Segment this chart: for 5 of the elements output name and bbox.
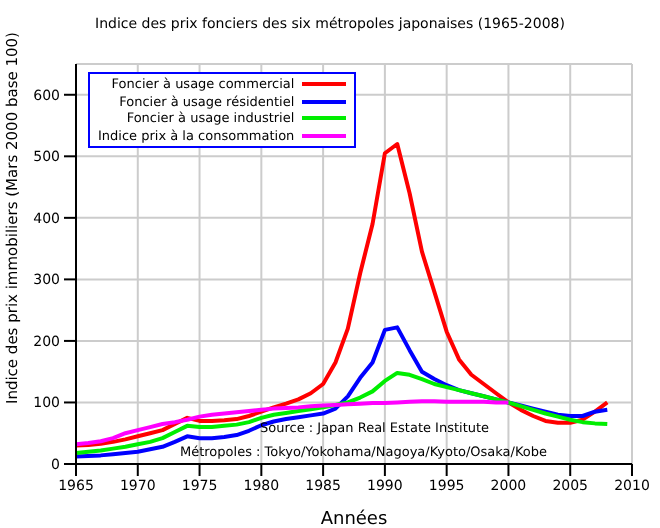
line-series [76,325,610,459]
line-series [76,399,511,447]
line-series [76,142,610,448]
x-axis-title: Années [320,508,388,528]
line-series [76,370,610,455]
